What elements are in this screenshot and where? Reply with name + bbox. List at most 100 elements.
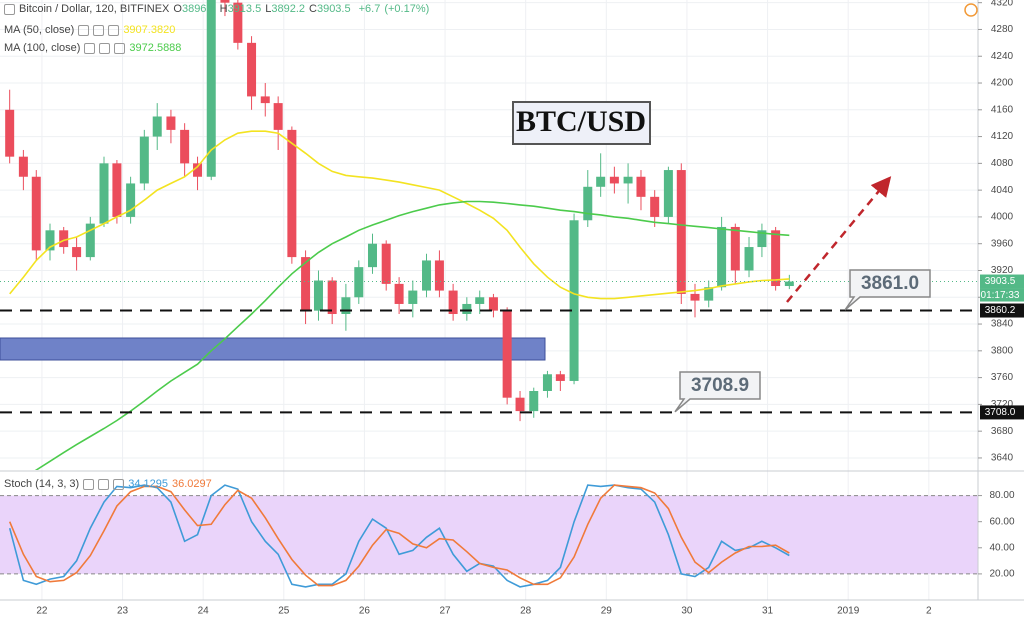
candle-body <box>636 176 646 197</box>
y-tick-label: 4120 <box>991 131 1014 142</box>
candle-body <box>394 283 404 304</box>
candle-body <box>166 116 176 130</box>
y-tick-label: 3960 <box>991 238 1014 249</box>
ohlc-key: L <box>265 3 272 15</box>
candle-body <box>690 293 700 301</box>
candle-body <box>717 226 727 288</box>
candle-body <box>152 116 162 137</box>
y-tick-label: 40.00 <box>989 542 1014 553</box>
y-tick-label: 20.00 <box>989 569 1014 580</box>
y-tick-label: 4280 <box>991 24 1014 35</box>
icon[interactable] <box>4 3 15 15</box>
candle-body <box>623 176 633 184</box>
level-tag-label: 3860.2 <box>985 305 1016 316</box>
candle-body <box>488 297 498 311</box>
candle-body <box>422 260 432 291</box>
projection-arrow <box>786 176 892 303</box>
price-pane <box>5 0 794 470</box>
series-line <box>8 484 790 587</box>
ohlc-value: 3896.8 <box>181 3 216 15</box>
candle-body <box>583 186 593 221</box>
y-tick-label: 3720 <box>991 399 1014 410</box>
candle-body <box>341 297 351 315</box>
candle-body <box>193 163 203 177</box>
candle-body <box>784 281 794 287</box>
level-tag-label: 3708.0 <box>985 407 1016 418</box>
candle-body <box>287 129 297 258</box>
level-tag <box>980 303 1024 318</box>
y-tick-label: 4200 <box>991 78 1014 89</box>
candle-body <box>475 297 485 304</box>
candle-body <box>126 183 136 217</box>
stoch-legend: Stoch (14, 3, 3) 34.1295 36.0297 <box>4 478 212 490</box>
icon[interactable] <box>83 478 95 490</box>
legend-value: 36.0297 <box>171 478 212 490</box>
series-line <box>34 200 790 470</box>
candle-body <box>220 0 230 3</box>
candle-body <box>327 280 337 315</box>
x-tick-label: 24 <box>198 606 210 617</box>
symbol-header: Bitcoin / Dollar, 120, BITFINEX O3896.8 H… <box>4 3 429 15</box>
alert-icon[interactable] <box>964 3 978 17</box>
y-tick-label: 3840 <box>991 319 1014 330</box>
candle-body <box>542 374 552 391</box>
candle-body <box>273 103 283 130</box>
candle-body <box>18 156 28 177</box>
icon[interactable] <box>78 24 90 36</box>
y-tick-label: 3800 <box>991 345 1014 356</box>
ohlc-value: 3892.2 <box>271 3 305 15</box>
series-line <box>8 484 790 588</box>
y-tick-label: 80.00 <box>989 490 1014 501</box>
candle-body <box>555 374 565 381</box>
candle-body <box>408 290 418 304</box>
price-tag-label: 3903.5 <box>985 276 1016 287</box>
ohlc-key: O <box>173 3 182 15</box>
icon[interactable] <box>99 42 111 54</box>
icon[interactable] <box>98 478 110 490</box>
support-zone <box>0 337 546 361</box>
candle-body <box>462 303 472 315</box>
candle-body <box>99 163 109 224</box>
candle-body <box>502 310 512 398</box>
candle-body <box>260 96 270 104</box>
x-tick-label: 2 <box>926 606 932 617</box>
y-tick-label: 3760 <box>991 372 1014 383</box>
candle-body <box>139 136 149 184</box>
title-box <box>512 101 651 145</box>
candle-body <box>313 280 323 311</box>
icon[interactable] <box>93 24 105 36</box>
series-line <box>9 130 790 300</box>
candle-body <box>233 2 243 43</box>
candle-body <box>367 243 377 268</box>
candle-body <box>45 230 55 251</box>
candle-body <box>744 247 754 271</box>
callout-box <box>844 269 931 311</box>
candle-body <box>663 170 673 217</box>
price-tag <box>980 274 1024 289</box>
legend-value: 34.1295 <box>128 478 168 490</box>
countdown: 01:17:33 <box>981 290 1020 301</box>
x-tick-label: 28 <box>520 606 532 617</box>
x-tick-label: 29 <box>601 606 613 617</box>
candle-body <box>757 230 767 248</box>
legend-name: Stoch (14, 3, 3) <box>4 478 80 490</box>
icon[interactable] <box>114 42 126 54</box>
ohlc-key: H <box>219 3 228 15</box>
icon[interactable] <box>84 42 96 54</box>
x-tick-label: 26 <box>359 606 371 617</box>
y-tick-label: 3920 <box>991 265 1014 276</box>
callout-box <box>674 371 761 413</box>
ohlc-key: C <box>309 3 317 15</box>
candle-body <box>676 170 686 294</box>
icon[interactable] <box>113 478 125 490</box>
candle-body <box>112 163 122 217</box>
y-tick-label: 60.00 <box>989 516 1014 527</box>
legend-name: MA (50, close) <box>4 24 75 36</box>
ma100-legend: MA (100, close) 3972.5888 <box>4 42 181 54</box>
y-tick-label: 4160 <box>991 104 1014 115</box>
ohlc-value: 3913.5 <box>227 3 262 15</box>
candle-body <box>730 226 740 271</box>
legend-value: 3907.3820 <box>123 24 176 36</box>
icon[interactable] <box>108 24 120 36</box>
